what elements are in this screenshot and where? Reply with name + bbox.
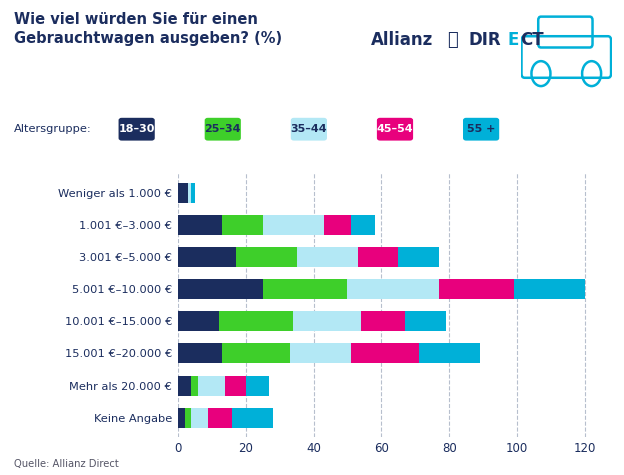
Bar (351, 343, 419, 363)
Text: Ⓟ: Ⓟ (447, 31, 458, 49)
Text: 45–54: 45–54 (377, 124, 413, 134)
Bar (178, 183, 188, 203)
Bar (263, 279, 348, 299)
Bar (296, 247, 358, 267)
Bar (361, 311, 405, 331)
Bar (358, 247, 398, 267)
Bar (178, 279, 263, 299)
Text: Altersgruppe:: Altersgruppe: (14, 124, 92, 134)
Bar (290, 343, 351, 363)
Bar (198, 376, 225, 396)
Bar (324, 215, 351, 235)
Bar (232, 408, 273, 428)
Bar (185, 408, 192, 428)
Bar (235, 247, 296, 267)
Bar (208, 408, 232, 428)
Text: 18–30: 18–30 (119, 124, 155, 134)
Bar (192, 376, 198, 396)
Bar (178, 343, 222, 363)
Bar (178, 311, 218, 331)
Bar (218, 311, 293, 331)
Text: 25–34: 25–34 (205, 124, 241, 134)
Bar (188, 183, 192, 203)
Bar (293, 311, 361, 331)
Text: Wie viel würden Sie für einen
Gebrauchtwagen ausgeben? (%): Wie viel würden Sie für einen Gebrauchtw… (14, 12, 282, 46)
Bar (222, 343, 290, 363)
Text: 55 +: 55 + (467, 124, 495, 134)
Bar (263, 215, 324, 235)
Bar (405, 311, 446, 331)
Bar (192, 183, 195, 203)
Bar (419, 343, 480, 363)
Bar (398, 247, 439, 267)
Bar (246, 376, 270, 396)
Text: Allianz: Allianz (371, 31, 434, 49)
Bar (192, 408, 208, 428)
Text: DIR: DIR (468, 31, 500, 49)
Text: E: E (507, 31, 519, 49)
Bar (514, 279, 585, 299)
Bar (178, 376, 192, 396)
Text: CT: CT (520, 31, 544, 49)
Bar (225, 376, 246, 396)
Bar (178, 408, 185, 428)
Bar (348, 279, 439, 299)
Bar (178, 215, 222, 235)
Bar (178, 247, 235, 267)
Bar (439, 279, 514, 299)
Bar (222, 215, 263, 235)
Bar (351, 215, 374, 235)
Text: 35–44: 35–44 (291, 124, 327, 134)
Text: Quelle: Allianz Direct: Quelle: Allianz Direct (14, 459, 119, 469)
